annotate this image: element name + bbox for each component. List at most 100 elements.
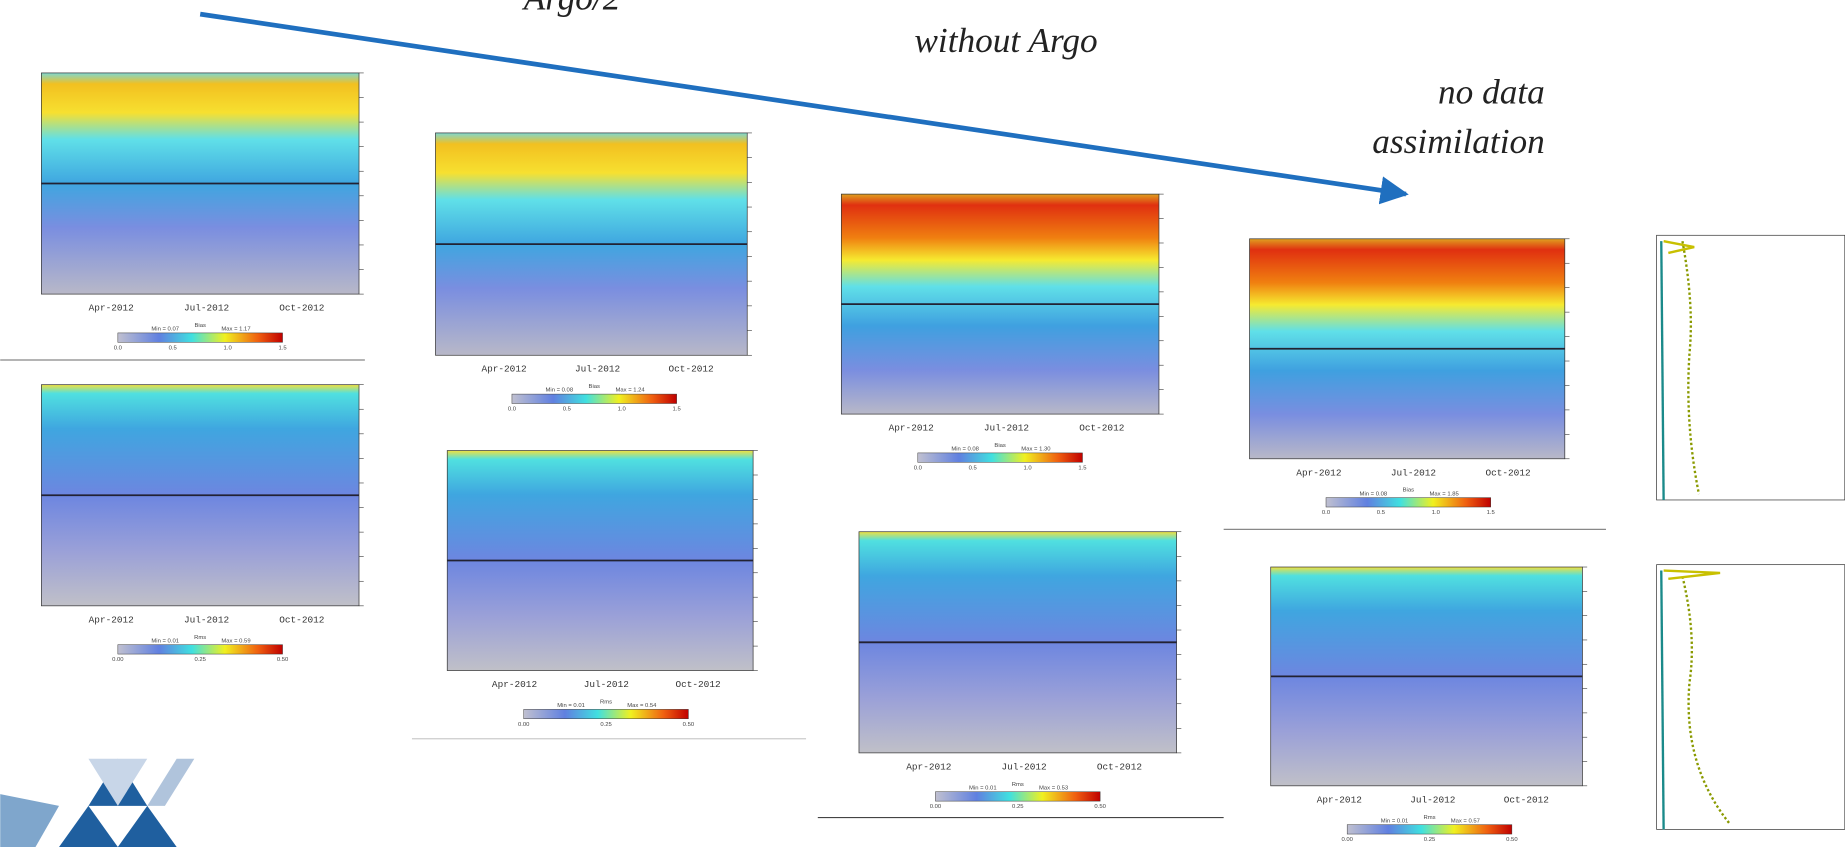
colorbar-tick-label: 0.50 [1094, 804, 1106, 810]
min-label: Min = 0.08 [951, 447, 979, 453]
x-tick-label: Jul-2012 [184, 614, 229, 625]
colorbar-tick-label: 0.00 [930, 804, 942, 810]
x-tick-label: Apr-2012 [906, 761, 951, 772]
colorbar-tick-label: 0.50 [277, 657, 289, 663]
min-label: Min = 0.01 [557, 703, 585, 709]
heatmap-panel: Apr-2012 Jul-2012 Oct-2012 Bias Min = 0.07 Ma… [41, 72, 364, 351]
colorbar-tick-label: 0.25 [194, 657, 206, 663]
heatmap-panel: Apr-2012 Jul-2012 Oct-2012 Rms Min = 0.01 Max… [1270, 566, 1588, 843]
colorbar [917, 452, 1083, 463]
x-tick-label: Apr-2012 [1296, 467, 1341, 478]
x-tick-label: Oct-2012 [669, 364, 714, 375]
colorbar-tick-label: 0.0 [914, 465, 923, 471]
colorbar-tick-label: 0.0 [114, 345, 123, 351]
x-tick-label: Apr-2012 [889, 423, 934, 434]
stat-label: Bias [194, 323, 205, 329]
stat-label: Rms [1012, 782, 1024, 788]
colorbar-tick-label: 0.0 [508, 407, 517, 413]
colorbar-tick-label: 1.5 [673, 407, 682, 413]
colorbar-tick-label: 1.0 [1024, 465, 1033, 471]
x-tick-label: Apr-2012 [481, 364, 526, 375]
colorbar-tick-label: 0.25 [1012, 804, 1024, 810]
colorbar-tick-label: 1.5 [1078, 465, 1087, 471]
min-label: Min = 0.01 [151, 638, 179, 644]
colorbar [511, 393, 677, 404]
colorbar-tick-label: 0.5 [969, 465, 978, 471]
colorbar-tick-label: 0.50 [683, 722, 695, 728]
max-label: Max = 1.85 [1430, 491, 1460, 497]
profile-plot [1656, 234, 1845, 830]
colorbar [1346, 824, 1513, 835]
x-tick-label: Apr-2012 [1317, 794, 1362, 805]
stat-label: Bias [589, 384, 600, 390]
x-tick-label: Jul-2012 [1391, 467, 1436, 478]
colorbar [117, 332, 283, 343]
x-tick-label: Jul-2012 [584, 679, 629, 690]
top-label: Argo/2 [522, 0, 621, 17]
x-tick-label: Oct-2012 [1097, 761, 1142, 772]
max-label: Max = 0.54 [627, 703, 657, 709]
max-label: Max = 1.24 [615, 388, 645, 394]
logo [0, 758, 195, 847]
middle-label: without Argo [914, 21, 1097, 60]
stat-label: Rms [600, 699, 612, 705]
x-tick-label: Oct-2012 [1504, 794, 1549, 805]
max-label: Max = 0.59 [221, 638, 250, 644]
colorbar-tick-label: 0.25 [1424, 837, 1436, 843]
x-tick-label: Apr-2012 [89, 303, 134, 314]
colorbar-tick-label: 0.25 [600, 722, 612, 728]
colorbar-tick-label: 0.00 [112, 657, 124, 663]
colorbar-tick-label: 0.00 [518, 722, 530, 728]
colorbar-tick-label: 1.5 [278, 345, 287, 351]
x-tick-label: Jul-2012 [1002, 761, 1047, 772]
colorbar [523, 709, 689, 720]
colorbar-tick-label: 1.0 [224, 345, 233, 351]
stat-label: Bias [994, 443, 1005, 449]
heatmap-panel: Apr-2012 Jul-2012 Oct-2012 Rms Min = 0.01 Max… [41, 384, 364, 663]
colorbar-tick-label: 1.0 [618, 407, 627, 413]
x-tick-label: Apr-2012 [89, 614, 134, 625]
right-label: no data [1438, 73, 1545, 112]
x-tick-label: Apr-2012 [492, 679, 537, 690]
x-tick-label: Jul-2012 [984, 423, 1029, 434]
x-tick-label: Jul-2012 [575, 364, 620, 375]
min-label: Min = 0.07 [151, 327, 179, 333]
max-label: Max = 1.17 [221, 327, 250, 333]
heatmap-panel: Apr-2012 Jul-2012 Oct-2012 Bias Min = 0.08 Ma… [840, 193, 1164, 471]
x-tick-label: Oct-2012 [279, 303, 324, 314]
max-label: Max = 0.53 [1039, 785, 1069, 791]
colorbar [935, 791, 1101, 802]
stat-label: Rms [194, 635, 206, 641]
colorbar-tick-label: 1.5 [1487, 510, 1496, 516]
colorbar-tick-label: 0.0 [1322, 510, 1331, 516]
heatmap-panel: Apr-2012 Jul-2012 Oct-2012 Rms Min = 0.01 Max… [446, 450, 758, 728]
x-tick-label: Oct-2012 [1485, 467, 1530, 478]
max-label: Max = 1.30 [1021, 447, 1051, 453]
colorbar [117, 644, 283, 655]
min-label: Min = 0.08 [546, 388, 574, 394]
max-label: Max = 0.57 [1451, 818, 1480, 824]
heatmap-panel: Apr-2012 Jul-2012 Oct-2012 Bias Min = 0.08 Ma… [1249, 238, 1570, 516]
x-tick-label: Oct-2012 [675, 679, 720, 690]
arrow [199, 11, 1409, 205]
x-tick-label: Oct-2012 [1079, 423, 1124, 434]
colorbar-tick-label: 0.00 [1341, 837, 1353, 843]
colorbar-tick-label: 0.5 [1377, 510, 1386, 516]
colorbar-tick-label: 1.0 [1432, 510, 1441, 516]
colorbar [1325, 497, 1491, 508]
heatmap-panel: Apr-2012 Jul-2012 Oct-2012 Bias Min = 0.08 Ma… [435, 132, 752, 413]
colorbar-tick-label: 0.5 [563, 407, 572, 413]
colorbar-tick-label: 0.50 [1506, 837, 1518, 843]
right-label: assimilation [1372, 122, 1545, 161]
colorbar-tick-label: 0.5 [169, 345, 178, 351]
x-tick-label: Oct-2012 [279, 614, 324, 625]
min-label: Min = 0.01 [969, 785, 997, 791]
heatmap-panel: Apr-2012 Jul-2012 Oct-2012 Rms Min = 0.01 Max… [858, 531, 1182, 810]
min-label: Min = 0.08 [1360, 491, 1388, 497]
stat-label: Bias [1403, 488, 1414, 494]
x-tick-label: Jul-2012 [184, 303, 229, 314]
min-label: Min = 0.01 [1381, 818, 1409, 824]
stat-label: Rms [1423, 815, 1435, 821]
x-tick-label: Jul-2012 [1410, 794, 1455, 805]
